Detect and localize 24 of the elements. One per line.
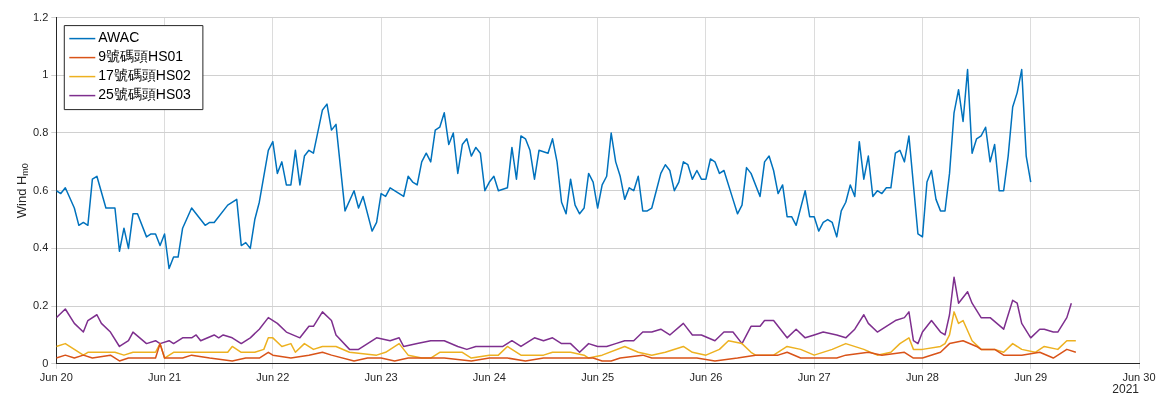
x-tick-label: Jun 30	[1122, 371, 1156, 384]
y-tick-label: 0.2	[32, 299, 49, 312]
x-tick-label: Jun 21	[148, 371, 182, 384]
x-tick-label: Jun 27	[797, 371, 831, 384]
x-tick-label: Jun 20	[39, 371, 73, 384]
y-tick-label: 1.2	[32, 10, 49, 23]
x-tick-label: Jun 25	[581, 371, 615, 384]
y-tick-label: 0.4	[32, 241, 49, 254]
x-tick-label: Jun 29	[1014, 371, 1048, 384]
x-tick-label: Jun 26	[689, 371, 723, 384]
text: 2021	[1112, 382, 1140, 397]
legend-label: AWAC	[98, 29, 140, 46]
y-tick-label: 1	[42, 68, 49, 81]
y-axis-title: Wind Hm0	[13, 163, 31, 219]
legend-label: 9號碼頭HS01	[98, 48, 184, 65]
y-tick-label: 0.6	[32, 183, 49, 196]
x-tick-label: Jun 23	[364, 371, 398, 384]
y-tick-label: 0.8	[32, 126, 49, 139]
y-tick-label: 0	[42, 356, 49, 369]
x-tick-label: Jun 28	[905, 371, 939, 384]
legend-label: 25號碼頭HS03	[98, 86, 192, 103]
legend-label: 17號碼頭HS02	[98, 67, 192, 84]
x-tick-label: Jun 24	[472, 371, 506, 384]
x-tick-label: Jun 22	[256, 371, 290, 384]
